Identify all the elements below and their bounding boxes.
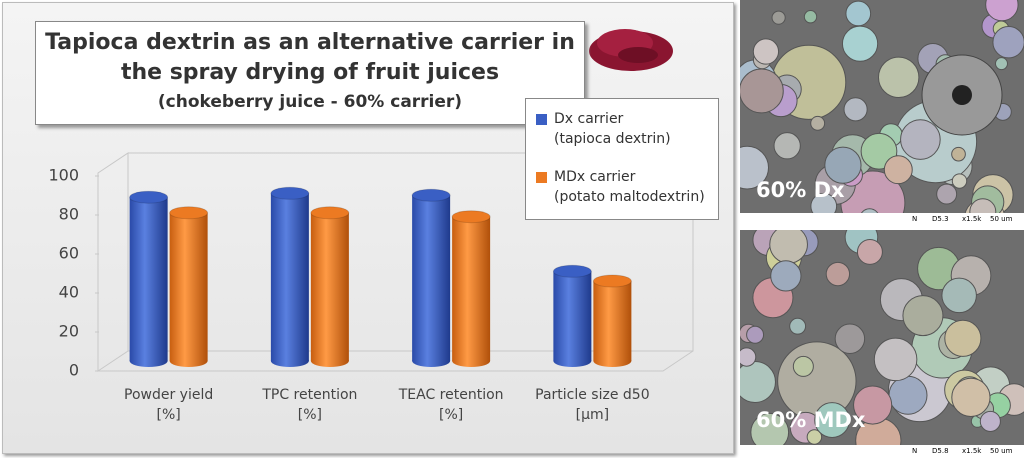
bar	[553, 271, 592, 361]
particle	[769, 230, 808, 264]
bar-cap	[411, 188, 451, 202]
bar-cap	[169, 206, 209, 220]
y-tick-label: 60	[59, 244, 79, 263]
sem-image: 60% Dx N D5.3 x1.5k 50 um	[740, 0, 1024, 226]
product-image	[589, 29, 673, 71]
particle	[979, 410, 1001, 432]
particle	[824, 146, 862, 184]
image-label: 60% Dx	[756, 178, 845, 202]
particle	[746, 325, 765, 344]
scale-bar-text: N	[912, 447, 918, 455]
chart: 0 20 40 60 80 100	[48, 29, 694, 380]
bar	[310, 212, 349, 361]
bar-cap	[310, 206, 350, 220]
particle	[845, 0, 872, 27]
bar-cap	[129, 190, 169, 204]
particle	[834, 323, 866, 354]
legend-label: MDx carrier (potato maltodextrin)	[554, 169, 705, 205]
particle	[810, 115, 826, 131]
bar	[129, 197, 168, 361]
y-tick-label: 40	[59, 283, 79, 302]
bar-cap	[270, 186, 310, 200]
particle	[825, 261, 851, 287]
particle	[773, 132, 801, 160]
scale-bar-text: 50 um	[990, 215, 1013, 223]
particle	[740, 68, 784, 114]
legend-label: Dx carrier (tapioca dextrin)	[554, 111, 671, 147]
sem-image: 60% MDx N D5.8 x1.5k 50 um	[740, 230, 1024, 458]
bar-cap	[592, 274, 632, 288]
particle	[951, 173, 968, 189]
particle	[883, 155, 913, 185]
scale-bar-text: x1.5k	[962, 447, 982, 455]
y-tick-label: 80	[59, 205, 79, 224]
particle	[951, 377, 991, 417]
sem-particles	[740, 0, 1024, 226]
particle	[941, 277, 977, 314]
particle	[902, 295, 944, 337]
particle	[814, 402, 851, 438]
particle	[752, 38, 780, 65]
chart-box	[97, 152, 694, 372]
bar	[169, 212, 208, 361]
particle	[771, 10, 786, 25]
scale-bar-text: D5.8	[932, 447, 949, 455]
particle	[873, 337, 918, 382]
particle	[936, 183, 958, 205]
y-tick-label: 0	[69, 361, 79, 380]
particle	[740, 347, 757, 367]
title-box: Tapioca dextrin as an alternative carrie…	[35, 21, 585, 125]
particle	[994, 57, 1008, 71]
scale-bar: N D5.3 x1.5k 50 um	[740, 213, 1024, 226]
scale-bar-text: x1.5k	[962, 215, 982, 223]
particle	[888, 375, 928, 415]
particle	[841, 25, 879, 62]
particle	[803, 10, 818, 24]
scale-bar-text: D5.3	[932, 215, 949, 223]
scale-bar-text: N	[912, 215, 918, 223]
chart-panel: 0 20 40 60 80 100 Tapioca dextrin as an alter…	[2, 2, 734, 454]
bar	[412, 195, 451, 361]
y-tick-label: 100	[48, 166, 79, 185]
particle	[789, 317, 807, 335]
x-tick-label: Powder yield [%]	[124, 387, 214, 423]
legend-swatch	[536, 114, 547, 125]
particle	[806, 429, 823, 445]
scale-bar: N D5.8 x1.5k 50 um	[740, 445, 1024, 458]
particle	[792, 355, 814, 377]
sem-particles	[740, 230, 1024, 458]
particle	[878, 56, 920, 99]
image-label: 60% MDx	[756, 408, 866, 432]
particle	[952, 85, 972, 105]
particle	[853, 385, 893, 425]
legend: Dx carrier (tapioca dextrin) MDx carrier …	[525, 98, 719, 220]
bar-cap	[552, 264, 592, 278]
legend-swatch	[536, 172, 547, 183]
x-tick-label: Particle size d50 [µm]	[535, 387, 650, 423]
x-tick-label: TEAC retention [%]	[398, 387, 504, 423]
scale-bar-text: 50 um	[990, 447, 1013, 455]
particle	[740, 145, 769, 190]
bar	[593, 281, 632, 361]
bar-cap	[451, 210, 491, 224]
particle	[843, 97, 868, 122]
particle	[951, 146, 966, 162]
particle	[856, 238, 883, 265]
particle	[992, 26, 1024, 59]
particle	[770, 260, 802, 292]
chart-title: Tapioca dextrin as an alternative carrie…	[45, 30, 575, 85]
bar	[452, 216, 491, 361]
bar	[270, 193, 309, 361]
y-tick-label: 20	[59, 322, 79, 341]
particle	[944, 319, 982, 357]
chart-subtitle: (chokeberry juice - 60% carrier)	[157, 92, 463, 112]
particle	[740, 360, 776, 403]
x-tick-label: TPC retention [%]	[262, 387, 358, 423]
particle	[900, 119, 941, 160]
